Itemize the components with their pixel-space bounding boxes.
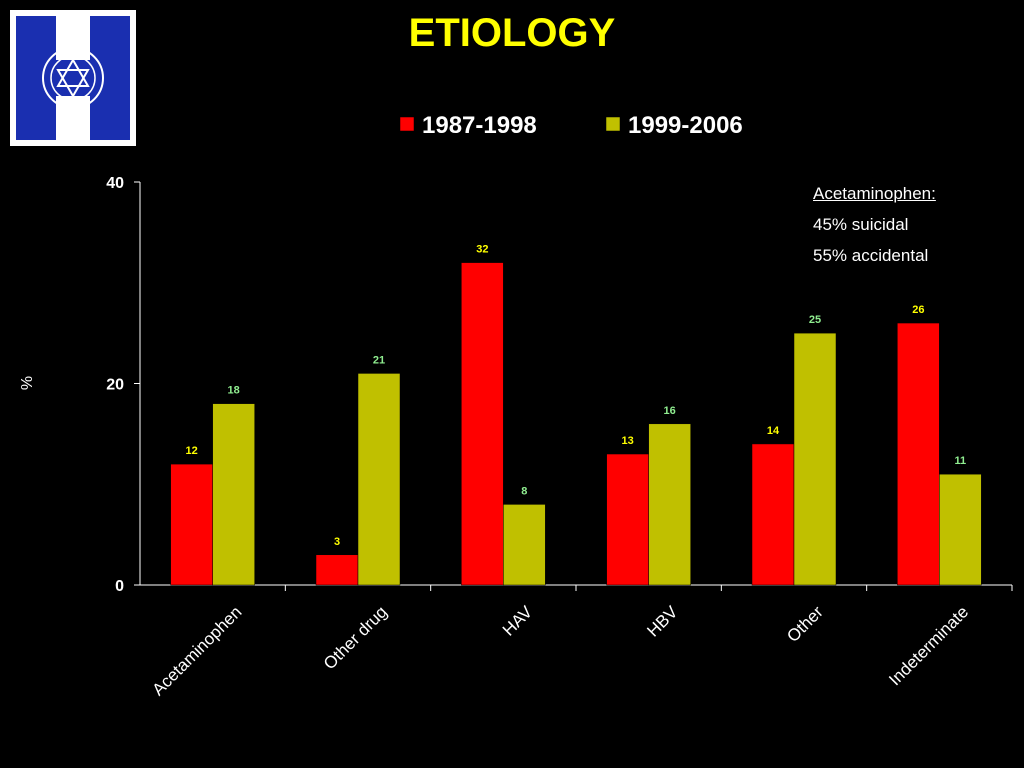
y-tick-label: 0 — [115, 578, 124, 595]
x-tick-label: Indeterminate — [885, 602, 972, 689]
data-label: 32 — [476, 244, 488, 256]
data-label: 25 — [809, 314, 821, 326]
bar-2 — [503, 504, 546, 586]
bar-2 — [357, 373, 401, 586]
chart-bars — [170, 262, 982, 586]
y-tick-label: 40 — [106, 175, 124, 192]
chart-legend: 1987-1998 1999-2006 — [399, 112, 743, 139]
bar-1 — [461, 262, 504, 586]
x-tick-label: Other — [783, 602, 827, 646]
slide-title: ETIOLOGY — [408, 11, 616, 55]
x-tick-label: Acetaminophen — [149, 602, 246, 699]
hadassah-logo — [10, 10, 136, 146]
chart-data-labels: 12 18 3 21 32 8 13 16 14 25 26 11 — [186, 244, 967, 548]
data-label: 21 — [373, 354, 385, 366]
bar-2 — [648, 423, 691, 586]
data-label: 3 — [334, 536, 340, 548]
bar-1 — [606, 453, 649, 586]
data-label: 13 — [622, 435, 634, 447]
data-label: 8 — [521, 485, 527, 497]
acetaminophen-note: Acetaminophen: 45% suicidal 55% accident… — [813, 178, 936, 271]
x-tick-label: HAV — [499, 602, 537, 640]
data-label: 16 — [664, 405, 676, 417]
y-tick-label: 20 — [106, 377, 124, 394]
data-label: 14 — [767, 425, 780, 437]
bar-1 — [170, 463, 213, 586]
bar-1 — [897, 322, 940, 586]
bar-1 — [315, 554, 359, 586]
y-axis-label: % — [19, 376, 36, 390]
data-label: 18 — [228, 385, 240, 397]
note-line-suicidal: 45% suicidal — [813, 215, 909, 234]
legend-label: 1987-1998 — [422, 112, 537, 139]
bar-2 — [212, 403, 255, 586]
bar-2 — [939, 473, 982, 586]
legend-swatch — [399, 116, 415, 132]
x-tick-label: HBV — [643, 602, 682, 641]
bar-2 — [793, 332, 837, 586]
chart-y-tick-labels: 0 20 40 — [106, 175, 124, 595]
chart-x-tick-labels: Acetaminophen Other drug HAV HBV Other Indete… — [149, 602, 973, 699]
legend-label: 1999-2006 — [628, 112, 743, 139]
note-heading: Acetaminophen: — [813, 184, 936, 203]
x-tick-label: Other drug — [320, 602, 391, 673]
data-label: 12 — [186, 445, 198, 457]
note-line-accidental: 55% accidental — [813, 246, 929, 265]
data-label: 26 — [912, 304, 924, 316]
legend-swatch — [605, 116, 621, 132]
bar-1 — [751, 443, 795, 586]
chart-axes — [134, 181, 1013, 591]
data-label: 11 — [955, 455, 967, 467]
